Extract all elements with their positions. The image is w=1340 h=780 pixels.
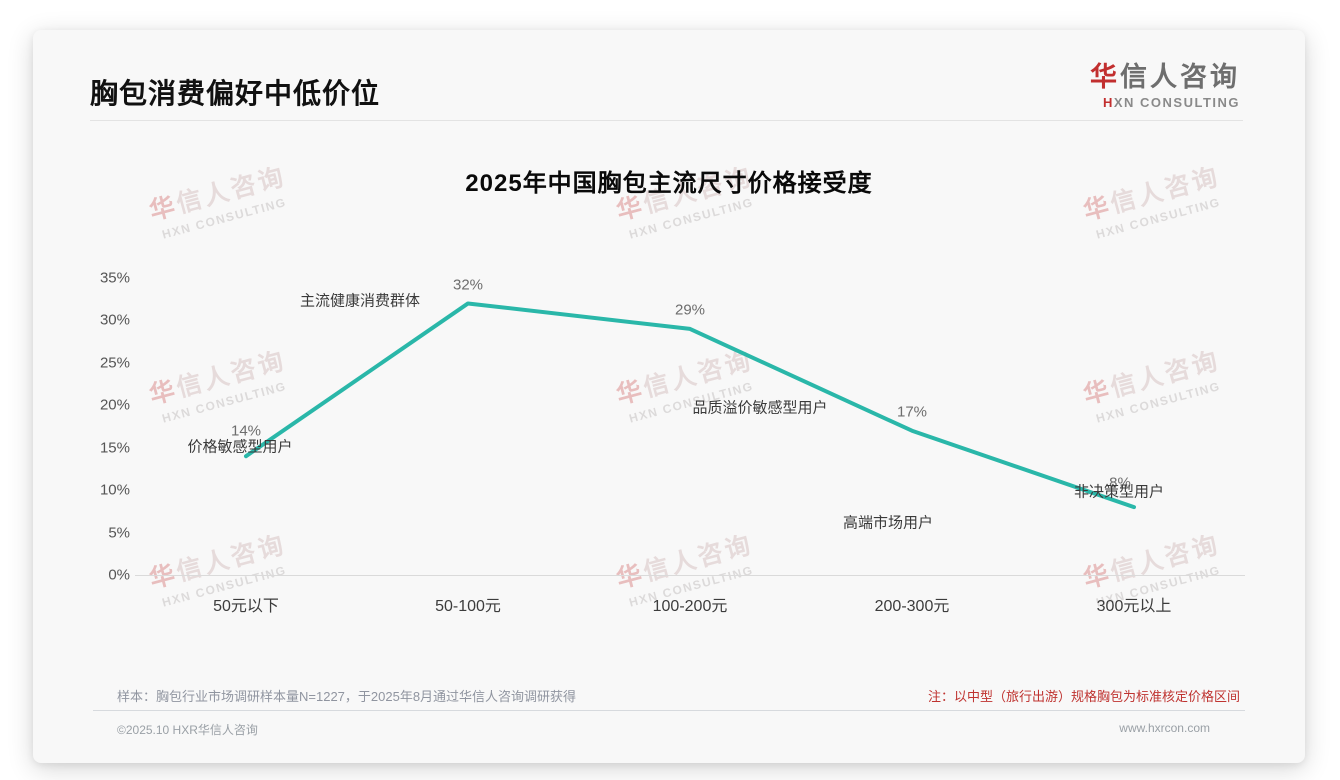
x-axis-tick: 300元以上 [1096, 598, 1172, 615]
segment-annotation: 主流健康消费群体 [299, 292, 421, 310]
segment-annotation: 品质溢价敏感型用户 [692, 399, 828, 417]
y-axis-tick: 30% [99, 311, 130, 329]
logo-en-accent: H [1102, 95, 1114, 110]
logo-en-rest: XN CONSULTING [1113, 95, 1240, 110]
y-axis-tick: 0% [108, 566, 130, 584]
segment-annotation: 高端市场用户 [842, 514, 934, 532]
data-point-value: 8% [1109, 474, 1131, 492]
y-axis-tick: 10% [99, 481, 130, 499]
acceptance-line-chart [244, 301, 1136, 510]
data-point-value: 17% [896, 403, 928, 421]
x-axis-line [135, 575, 1245, 576]
chart-title: 2025年中国胸包主流尺寸价格接受度 [465, 170, 873, 197]
y-axis-tick: 20% [99, 396, 130, 414]
segment-annotation: 价格敏感型用户 [187, 438, 293, 456]
x-axis-tick: 200-300元 [874, 598, 950, 615]
footer-copyright: ©2025.10 HXR华信人咨询 [117, 723, 258, 737]
y-axis-tick: 25% [99, 354, 130, 372]
footer-website: www.hxrcon.com [1119, 721, 1210, 735]
segment-annotation: 非决策型用户 [1073, 483, 1165, 501]
y-axis-tick: 35% [99, 269, 130, 287]
method-note: 注：以中型（旅行出游）规格胸包为标准核定价格区间 [927, 689, 1240, 704]
data-point-value: 14% [230, 422, 262, 440]
line-series [244, 301, 1136, 510]
footer-divider [93, 710, 1245, 711]
data-point-value: 29% [674, 301, 706, 319]
header-divider [90, 120, 1243, 121]
page-title: 胸包消费偏好中低价位 [90, 78, 381, 109]
logo-cn-accent: 华 [1090, 62, 1120, 92]
sample-note: 样本：胸包行业市场调研样本量N=1227，于2025年8月通过华信人咨询调研获得 [117, 689, 577, 704]
x-axis-tick: 50元以下 [213, 598, 279, 615]
logo-cn-text: 华信人咨询 [1090, 55, 1240, 94]
chart-canvas: 35% 30% 25% 20% 15% 10% 5% 0% 50元以下 50-100元 100-20… [33, 30, 1305, 763]
slide-card: 华信人咨询 HXN CONSULTING 华信人咨询 HXN CONSULTING 华信… [33, 30, 1305, 763]
y-axis-tick: 15% [99, 439, 130, 457]
x-axis-tick: 50-100元 [435, 598, 501, 615]
x-axis-tick: 100-200元 [652, 598, 728, 615]
logo-en-text: HXN CONSULTING [1090, 95, 1240, 110]
company-logo: 华信人咨询 HXN CONSULTING [1090, 55, 1240, 110]
y-axis-tick: 5% [108, 524, 130, 542]
data-point-value: 32% [452, 276, 484, 294]
logo-cn-rest: 信人咨询 [1120, 62, 1240, 92]
